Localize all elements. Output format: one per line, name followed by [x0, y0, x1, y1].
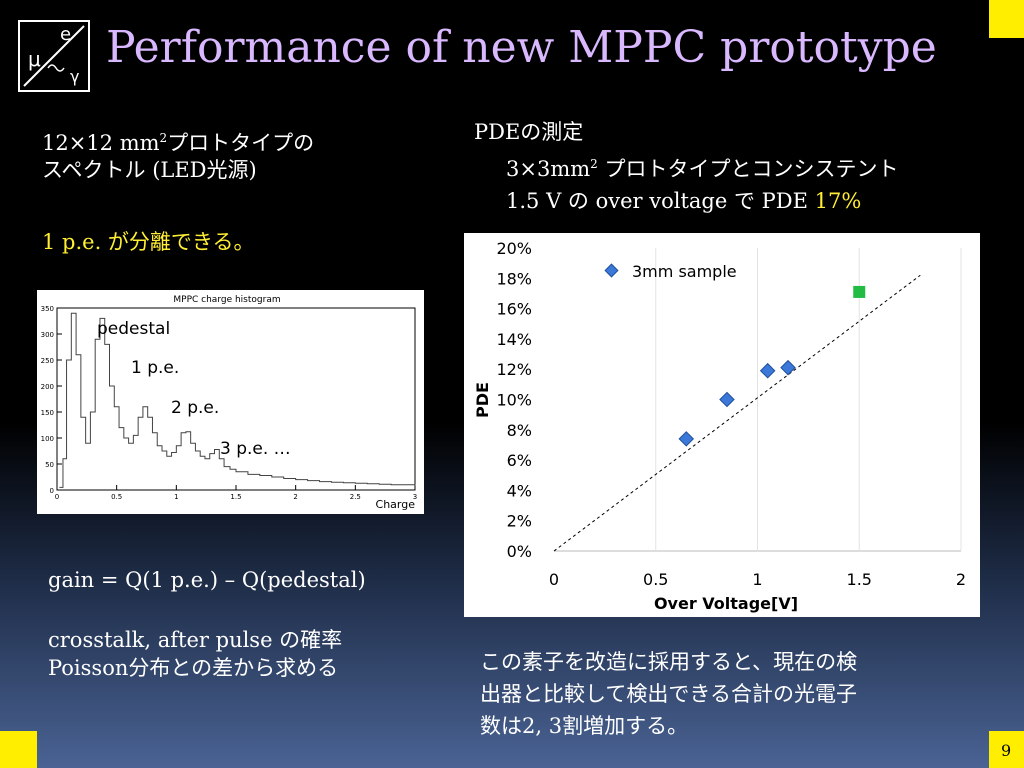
pde-line-1: 3×3mm2 プロトタイプとコンシステント — [506, 157, 899, 181]
x-tick-label: 2 — [956, 570, 966, 589]
conclusion-line-2: 出器と比較して検出できる合計の光電子 — [480, 682, 857, 706]
data-point-highlight — [853, 285, 866, 298]
fit-line — [553, 274, 921, 552]
data-point — [759, 362, 776, 379]
logo-gamma: γ — [70, 67, 79, 86]
pde-chart: 0% 2% 4% 6% 8% 10% 12% 14% 16% 18% 20% 0 0.5 1 1.5 2 3… — [464, 233, 980, 617]
x-tick-label: 0 — [549, 570, 559, 589]
conclusion-line-3: 数は2, 3割増加する。 — [480, 714, 689, 738]
legend-label: 3mm sample — [632, 262, 737, 281]
hist-x-tick-label: 1.5 — [230, 493, 241, 501]
pde-heading: PDEの測定 — [474, 120, 584, 144]
logo-graphic: μ e γ — [23, 24, 85, 87]
label-2pe: 2 p.e. — [171, 398, 219, 418]
y-tick-label: 4% — [507, 481, 532, 500]
y-tick-label: 16% — [496, 300, 532, 319]
hist-x-tick-label: 2.5 — [350, 493, 361, 501]
data-point — [780, 359, 796, 376]
y-tick-label: 20% — [496, 239, 532, 258]
label-pedestal: pedestal — [97, 319, 170, 339]
hist-x-tick-label: 2 — [293, 493, 297, 501]
data-point — [719, 391, 735, 408]
y-tick-label: 14% — [496, 330, 532, 349]
y-tick-label: 18% — [496, 269, 532, 288]
conclusion-line-1: この素子を改造に採用すると、現在の検 — [480, 650, 858, 674]
y-tick-label: 10% — [496, 391, 532, 410]
separation-highlight: 1 p.e. が分離できる。 — [42, 230, 255, 254]
label-1pe: 1 p.e. — [131, 358, 179, 378]
spectrum-heading-line-1: 12×12 mm2プロトタイプの — [42, 131, 315, 155]
hist-y-tick-label: 150 — [41, 409, 54, 417]
corner-accent-bottom-right — [989, 731, 1024, 768]
hist-x-tick-label: 3 — [413, 493, 417, 501]
histogram-title: MPPC charge histogram — [173, 295, 280, 305]
histogram-xlabel: Charge — [376, 498, 416, 511]
hist-x-tick-label: 0 — [55, 493, 59, 501]
logo-mu: μ — [28, 47, 41, 71]
x-axis-label: Over Voltage[V] — [654, 594, 798, 613]
page-number: 9 — [1001, 741, 1012, 760]
logo-e: e — [60, 24, 71, 45]
corner-accent-top-right — [989, 0, 1024, 38]
slide-title: Performance of new MPPC prototype — [106, 22, 937, 73]
hist-y-tick-label: 250 — [41, 357, 54, 365]
spectrum-heading-line-2: スペクトル (LED光源) — [42, 158, 257, 182]
data-point — [678, 431, 695, 447]
legend-marker — [604, 263, 619, 278]
chart-legend: 3mm sample — [604, 262, 737, 281]
y-tick-label: 8% — [507, 421, 532, 440]
hist-y-tick-label: 300 — [41, 331, 54, 339]
y-tick-label: 2% — [507, 512, 532, 531]
x-tick-label: 0.5 — [643, 570, 668, 589]
crosstalk-line-1: crosstalk, after pulse の確率 — [48, 628, 343, 652]
y-axis-label: PDE — [473, 382, 492, 418]
pde-line-2: 1.5 V の over voltage で PDE 17% — [506, 189, 862, 213]
crosstalk-line-2: Poisson分布との差から求める — [48, 656, 339, 680]
histogram-trace — [59, 312, 416, 488]
hist-y-tick-label: 50 — [45, 461, 54, 469]
hist-y-tick-label: 200 — [41, 383, 54, 391]
hist-x-tick-label: 0.5 — [111, 493, 122, 501]
gain-formula: gain = Q(1 p.e.) – Q(pedestal) — [48, 568, 366, 592]
y-tick-label: 12% — [496, 360, 532, 379]
hist-y-tick-label: 100 — [41, 435, 54, 443]
y-tick-label: 6% — [507, 451, 532, 470]
lab-logo: μ e γ — [18, 20, 90, 92]
hist-y-tick-label: 350 — [41, 305, 54, 313]
charge-histogram: MPPC charge histogram 0 50 100 150 200 250 300… — [37, 290, 424, 514]
y-tick-label: 0% — [507, 542, 532, 561]
x-tick-label: 1.5 — [847, 570, 872, 589]
hist-x-tick-label: 1 — [174, 493, 178, 501]
corner-accent-bottom-left — [0, 731, 37, 768]
hist-y-tick-label: 0 — [50, 487, 54, 495]
pde-value: 17% — [814, 189, 862, 213]
label-3pe: 3 p.e. … — [220, 439, 291, 459]
x-tick-label: 1 — [752, 570, 762, 589]
